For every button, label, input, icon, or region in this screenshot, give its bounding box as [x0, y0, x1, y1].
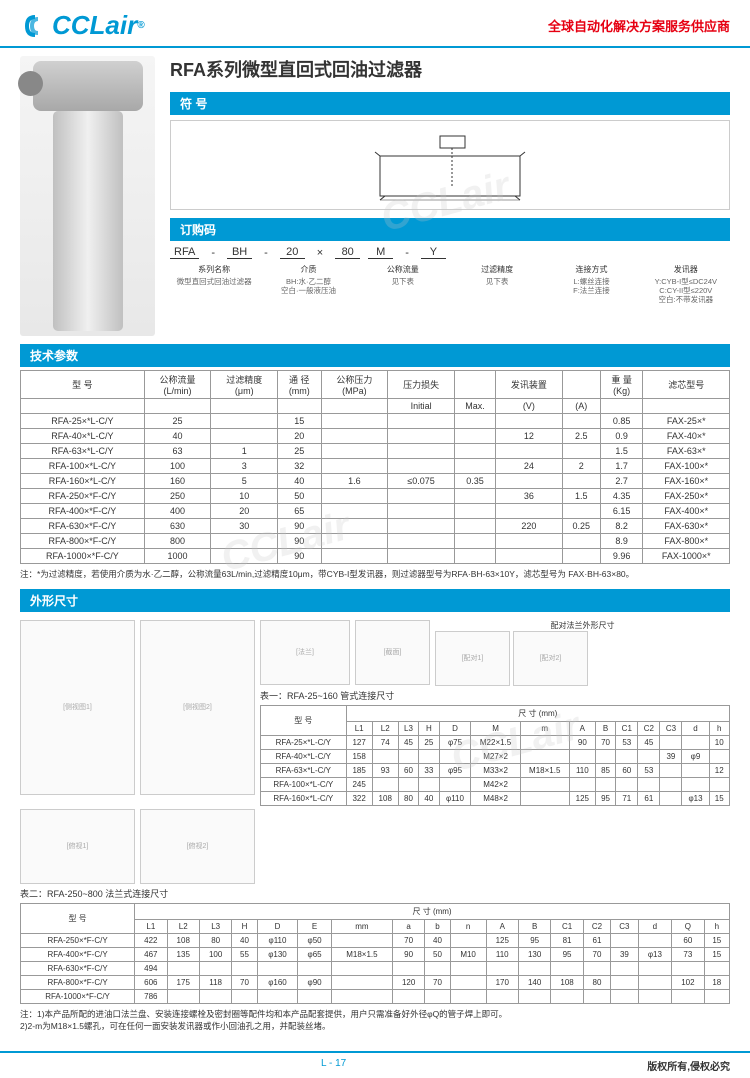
dim-table-2: 型 号尺 寸 (mm)L1L2L3HDEmmabnABC1C2C3dQhRFA-… — [20, 903, 730, 1004]
section-order: 订购码 — [170, 218, 730, 241]
top-section: RFA系列微型直回式回油过滤器 符 号 订购码 RFA-BH-20×80M-Y … — [20, 56, 730, 336]
product-body — [53, 111, 123, 331]
dim-diagram-8: [俯视2] — [140, 809, 255, 884]
dim-diagram-7: [俯视1] — [20, 809, 135, 884]
dim-table1-label: 表一：RFA-25~160 管式连接尺寸 — [260, 689, 730, 702]
dimensions: [侧视图1] [侧视图2] [法兰] [截面] 配对法兰外形尺寸 [配对1] [… — [20, 620, 730, 1033]
page-number: L - 17 — [321, 1058, 346, 1073]
logo: CCLair® — [20, 10, 145, 41]
brand-text: CCLair — [52, 10, 137, 41]
flange-label: 配对法兰外形尺寸 — [435, 620, 730, 631]
dim-diagram-3: [法兰] — [260, 620, 350, 685]
tagline: 全球自动化解决方案服务供应商 — [548, 16, 730, 35]
copyright: 版权所有,侵权必究 — [647, 1058, 730, 1073]
dim-table2-label: 表二：RFA-250~800 法兰式连接尺寸 — [20, 887, 730, 900]
product-top — [33, 61, 143, 111]
dim-diagram-5: [配对1] — [435, 631, 510, 686]
right-column: RFA系列微型直回式回油过滤器 符 号 订购码 RFA-BH-20×80M-Y … — [170, 56, 730, 336]
section-symbol: 符 号 — [170, 92, 730, 115]
spec-table: 型 号公称流量(L/min)过滤精度(μm)通 径(mm)公称压力(MPa)压力… — [20, 370, 730, 564]
dim-table-1: 型 号尺 寸 (mm)L1L2L3HDMmABC1C2C3dhRFA-25×*L… — [260, 705, 730, 806]
diagram-row: [侧视图1] [侧视图2] [法兰] [截面] 配对法兰外形尺寸 [配对1] [… — [20, 620, 730, 806]
footer: L - 17 版权所有,侵权必究 — [0, 1051, 750, 1078]
section-spec: 技术参数 — [20, 344, 730, 367]
product-image — [20, 56, 155, 336]
logo-icon — [20, 13, 50, 39]
dim-notes: 注：1)本产品所配的进油口法兰盘、安装连接螺栓及密封圈等配件均和本产品配套提供，… — [20, 1009, 730, 1033]
order-labels: 系列名称微型直回式回油过滤器介质BH:水·乙二醇空白·一般液压油公称流量见下表过… — [170, 264, 730, 304]
reg-mark: ® — [137, 20, 144, 31]
dim-diagram-4: [截面] — [355, 620, 430, 685]
order-code: RFA-BH-20×80M-Y — [170, 246, 730, 259]
header: CCLair® 全球自动化解决方案服务供应商 — [0, 0, 750, 48]
section-dim: 外形尺寸 — [20, 589, 730, 612]
symbol-svg — [360, 128, 540, 203]
spec-note: 注：*为过滤精度，若使用介质为水·乙二醇，公称流量63L/min,过滤精度10μ… — [20, 569, 730, 581]
dim-diagram-1: [侧视图1] — [20, 620, 135, 795]
main-content: RFA系列微型直回式回油过滤器 符 号 订购码 RFA-BH-20×80M-Y … — [0, 48, 750, 1041]
dim-diagram-2: [侧视图2] — [140, 620, 255, 795]
symbol-diagram — [170, 120, 730, 210]
page-title: RFA系列微型直回式回油过滤器 — [170, 56, 730, 82]
dim-diagram-6: [配对2] — [513, 631, 588, 686]
